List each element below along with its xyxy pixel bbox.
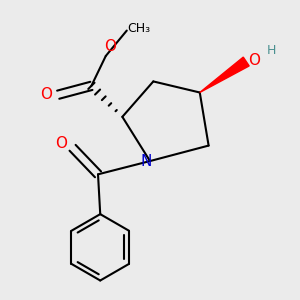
Text: O: O [40,87,52,102]
Text: O: O [248,53,260,68]
Text: H: H [267,44,276,57]
Text: O: O [104,38,116,53]
Polygon shape [200,57,249,92]
Text: N: N [141,154,152,169]
Text: CH₃: CH₃ [128,22,151,35]
Text: O: O [56,136,68,151]
